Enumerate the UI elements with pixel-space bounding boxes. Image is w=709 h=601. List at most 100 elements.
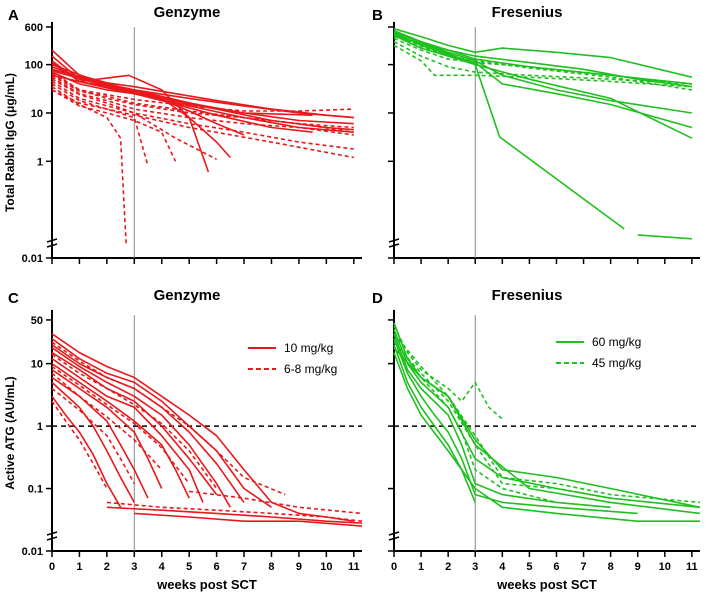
x-tick-label: 1 <box>76 561 82 573</box>
x-tick-label: 3 <box>131 561 137 573</box>
x-axis-label: weeks post SCT <box>496 577 597 592</box>
panel-title: Fresenius <box>492 4 563 21</box>
y-tick-label: 10 <box>31 359 43 371</box>
series-line-dashed <box>393 37 692 85</box>
series-line-dashed <box>51 86 127 244</box>
series-line-dashed <box>51 400 108 489</box>
series-line-solid <box>51 381 136 503</box>
x-tick-label: 6 <box>214 561 220 573</box>
legend-label: 10 mg/kg <box>284 341 333 355</box>
series-line-solid <box>393 322 701 509</box>
legend: 10 mg/kg 6-8 mg/kg <box>248 341 337 376</box>
x-tick-label: 2 <box>104 561 110 573</box>
x-tick-label: 5 <box>526 561 532 573</box>
series-line-dashed <box>51 89 177 162</box>
series-line-solid <box>393 329 701 509</box>
axis-break-mark <box>46 238 58 243</box>
series-line-solid <box>51 74 313 133</box>
axis-break-mark <box>46 536 58 541</box>
series-line-solid <box>51 338 272 508</box>
x-tick-label: 7 <box>580 561 586 573</box>
x-tick-label: 9 <box>296 561 302 573</box>
series-line-dashed <box>393 40 692 85</box>
series-line-solid <box>51 333 354 522</box>
series-line-solid <box>51 347 231 508</box>
legend-label: 45 mg/kg <box>592 356 641 370</box>
series-line-solid <box>393 347 701 515</box>
series-line-dashed <box>51 341 286 496</box>
series-line-solid <box>51 351 218 496</box>
x-tick-label: 6 <box>553 561 559 573</box>
series-line-solid <box>134 512 363 527</box>
series-line-dashed <box>51 83 149 167</box>
legend: 60 mg/kg 45 mg/kg <box>556 335 641 370</box>
series-line-solid <box>51 358 204 503</box>
axis-break-mark <box>388 531 400 536</box>
x-tick-label: 2 <box>445 561 451 573</box>
panel-title: Genzyme <box>154 287 221 304</box>
x-tick-label: 11 <box>686 561 698 573</box>
x-tick-label: 7 <box>241 561 247 573</box>
x-tick-label: 0 <box>391 561 397 573</box>
panel-b: B Fresenius <box>372 4 700 264</box>
x-tick-label: 1 <box>418 561 424 573</box>
x-tick-label: 0 <box>49 561 55 573</box>
x-tick-label: 4 <box>159 561 166 573</box>
axis-break-mark <box>388 238 400 243</box>
y-tick-label: 100 <box>25 60 43 72</box>
series-line-dashed <box>51 73 354 112</box>
legend-label: 6-8 mg/kg <box>284 362 337 376</box>
series-line-dashed <box>393 325 503 420</box>
panel-letter: B <box>372 7 383 24</box>
series-line-solid <box>51 69 245 136</box>
series-line-dashed <box>393 333 701 504</box>
x-tick-label: 8 <box>268 561 274 573</box>
series-line-solid <box>393 338 638 515</box>
series-line-solid <box>637 234 692 240</box>
series-line-dashed <box>189 490 363 515</box>
series-line-solid <box>51 369 163 489</box>
x-tick-label: 10 <box>320 561 332 573</box>
series-line-dashed <box>393 347 557 504</box>
y-tick-label: 1 <box>37 156 43 168</box>
series-line-solid <box>51 344 245 503</box>
x-tick-label: 8 <box>608 561 614 573</box>
axis-break-mark <box>46 531 58 536</box>
series-line-solid <box>106 506 363 524</box>
x-tick-label: 3 <box>472 561 478 573</box>
panel-letter: D <box>372 290 383 307</box>
axis-break-mark <box>46 243 58 248</box>
axis-break-mark <box>388 536 400 541</box>
y-tick-label: 0.01 <box>22 253 43 265</box>
series-line-solid <box>51 61 210 173</box>
series-line-dashed <box>51 74 354 133</box>
series-line-dashed <box>393 341 611 499</box>
x-axis-label: weeks post SCT <box>156 577 257 592</box>
series-line-solid <box>393 333 611 509</box>
series-line-dashed <box>51 76 354 136</box>
series-line-dashed <box>51 387 136 484</box>
series-line-solid <box>393 30 693 114</box>
series-line-dashed <box>51 353 218 489</box>
series-line-solid <box>393 352 700 523</box>
y-tick-label: 600 <box>25 22 43 34</box>
series-line-dashed <box>393 33 693 91</box>
panel-a: A Genzyme 600 100 10 1 0.01 Total Rabbit IgG (μ… <box>3 4 362 265</box>
panel-letter: C <box>8 290 19 307</box>
series-line-solid <box>393 28 693 78</box>
series-line-solid <box>51 63 354 131</box>
series-line-dashed <box>51 89 354 159</box>
axis-break-mark <box>388 243 400 248</box>
y-tick-label: 0.1 <box>28 484 43 496</box>
series-line-dashed <box>51 372 163 471</box>
panel-title: Genzyme <box>154 4 221 21</box>
series-line-dashed <box>51 80 354 150</box>
panel-title: Fresenius <box>492 287 563 304</box>
series-line-dashed <box>393 44 692 88</box>
x-tick-label: 5 <box>186 561 192 573</box>
legend-label: 60 mg/kg <box>592 335 641 349</box>
series-line-solid <box>51 362 190 499</box>
y-tick-label: 0.01 <box>22 546 43 558</box>
